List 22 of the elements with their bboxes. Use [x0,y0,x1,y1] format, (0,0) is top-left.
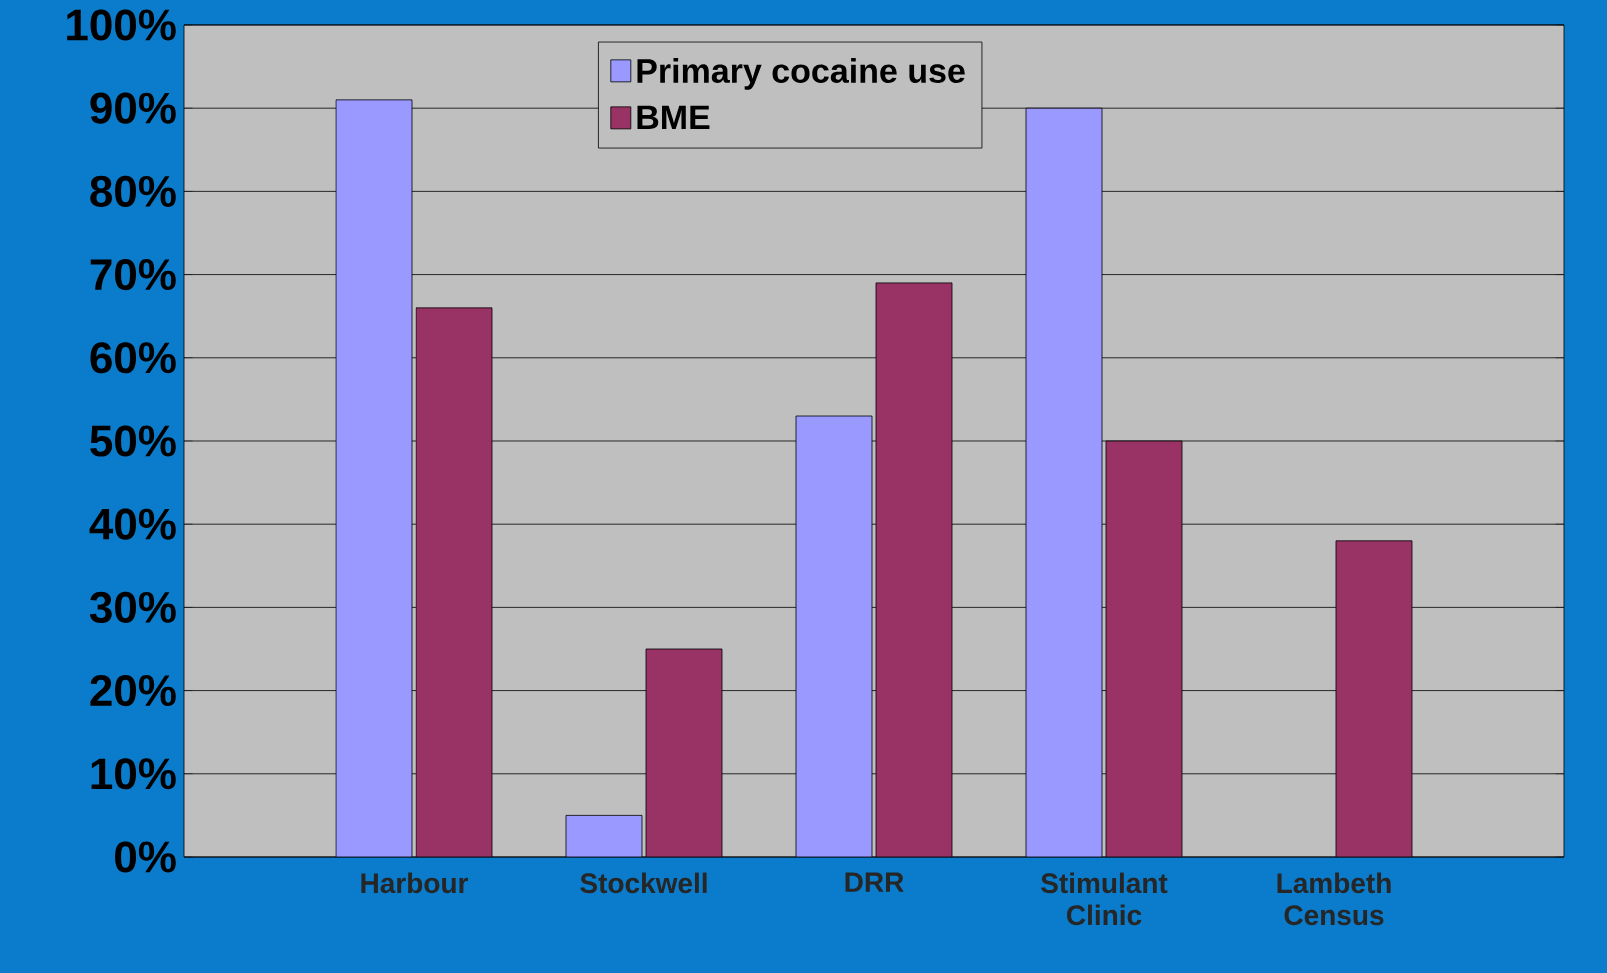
y-tick-label: 40% [89,508,176,540]
x-tick-label: Stimulant Clinic [1041,872,1168,926]
y-tick-label: 90% [90,92,176,124]
x-tick-label: Harbour [361,872,469,894]
bar [335,99,413,857]
x-tick-label: DRR [845,872,904,892]
y-tick-label: 10% [91,758,176,790]
y-tick-label: 100% [67,9,176,41]
bar [565,814,643,857]
x-tick-label: Stockwell [580,872,707,894]
bar [795,415,873,857]
y-tick-label: 30% [89,591,176,623]
y-tick-label: 70% [90,258,176,291]
y-tick-label: 60% [90,342,176,374]
y-tick-label: 50% [90,425,176,457]
bar [1025,107,1103,857]
y-tick-label: 0% [115,841,176,873]
y-tick-label: 20% [90,674,176,707]
x-tick-label: Lambeth Census [1277,872,1391,926]
legend-label: BME [637,105,710,130]
legend-label: Primary cocaine use [637,58,965,90]
y-tick-label: 80% [90,175,176,207]
